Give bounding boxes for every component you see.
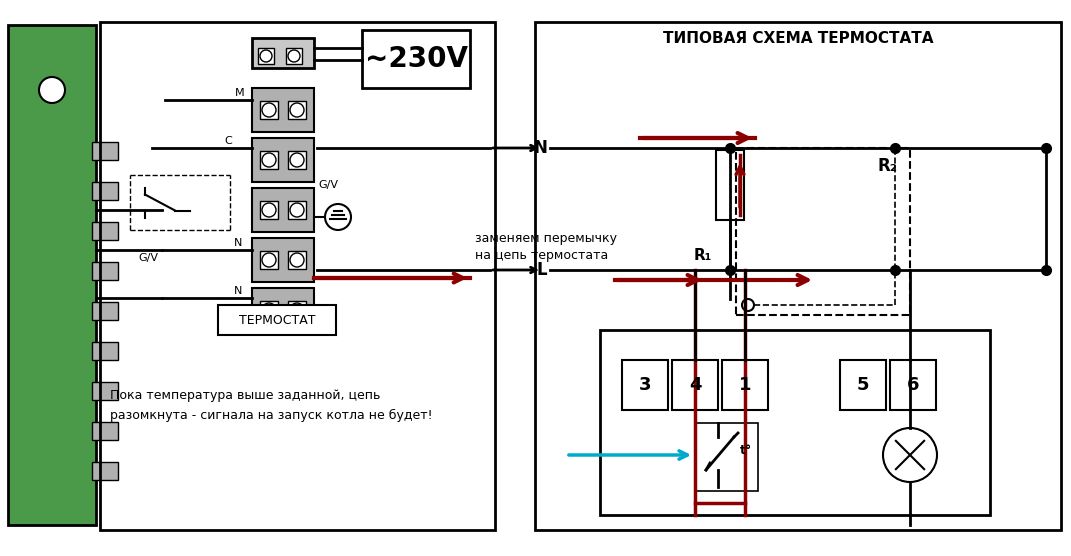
Text: на цепь термостата: на цепь термостата: [476, 249, 608, 261]
Ellipse shape: [288, 50, 300, 62]
Bar: [716, 150, 744, 220]
Text: R₂: R₂: [878, 157, 897, 175]
Circle shape: [39, 77, 65, 103]
Text: N: N: [533, 139, 547, 157]
Circle shape: [325, 204, 351, 230]
Bar: [622, 360, 668, 410]
Circle shape: [742, 299, 754, 311]
Text: ~230V: ~230V: [364, 45, 468, 73]
Ellipse shape: [262, 103, 276, 117]
Text: ТИПОВАЯ СХЕМА ТЕРМОСТАТА: ТИПОВАЯ СХЕМА ТЕРМОСТАТА: [663, 31, 933, 46]
Text: G/V: G/V: [318, 180, 338, 190]
Bar: [92, 302, 118, 320]
Ellipse shape: [290, 303, 304, 317]
Bar: [736, 148, 910, 315]
Ellipse shape: [260, 50, 272, 62]
Bar: [288, 201, 306, 219]
Bar: [252, 138, 314, 182]
Text: C: C: [224, 136, 232, 146]
Text: t°: t°: [740, 444, 752, 456]
Bar: [288, 301, 306, 319]
Bar: [258, 48, 274, 64]
Ellipse shape: [262, 203, 276, 217]
Text: N: N: [233, 238, 242, 248]
Bar: [100, 22, 495, 530]
Bar: [840, 360, 886, 410]
Text: ТЕРМОСТАТ: ТЕРМОСТАТ: [239, 314, 315, 326]
Text: разомкнута - сигнала на запуск котла не будет!: разомкнута - сигнала на запуск котла не …: [110, 409, 433, 421]
Ellipse shape: [262, 153, 276, 167]
Bar: [288, 251, 306, 269]
Bar: [890, 360, 936, 410]
Bar: [252, 238, 314, 282]
Bar: [7, 25, 96, 525]
Bar: [288, 101, 306, 119]
Text: M: M: [236, 88, 245, 98]
Circle shape: [883, 428, 937, 482]
Ellipse shape: [290, 153, 304, 167]
Text: 5: 5: [857, 376, 870, 394]
Bar: [260, 101, 278, 119]
Bar: [92, 342, 118, 360]
Text: 1: 1: [739, 376, 751, 394]
Text: 3: 3: [638, 376, 651, 394]
Bar: [600, 330, 990, 515]
Bar: [286, 48, 302, 64]
Text: G/V: G/V: [138, 253, 159, 263]
Bar: [218, 305, 336, 335]
Bar: [92, 382, 118, 400]
Bar: [252, 38, 314, 68]
Bar: [696, 423, 758, 491]
Bar: [536, 22, 1061, 530]
Ellipse shape: [262, 303, 276, 317]
Bar: [92, 422, 118, 440]
Text: заменяем перемычку: заменяем перемычку: [476, 231, 617, 245]
Bar: [260, 151, 278, 169]
Bar: [260, 301, 278, 319]
Ellipse shape: [290, 203, 304, 217]
Bar: [722, 360, 768, 410]
Bar: [252, 188, 314, 232]
Ellipse shape: [262, 253, 276, 267]
Text: R₁: R₁: [694, 247, 712, 262]
Bar: [92, 142, 118, 160]
Bar: [260, 251, 278, 269]
Bar: [672, 360, 718, 410]
Bar: [288, 151, 306, 169]
Text: Пока температура выше заданной, цепь: Пока температура выше заданной, цепь: [110, 389, 380, 401]
Bar: [92, 262, 118, 280]
Text: L: L: [537, 261, 547, 279]
Bar: [362, 30, 470, 88]
Bar: [260, 201, 278, 219]
Ellipse shape: [290, 103, 304, 117]
Ellipse shape: [290, 253, 304, 267]
Text: 4: 4: [689, 376, 702, 394]
Bar: [252, 288, 314, 332]
Text: 6: 6: [907, 376, 919, 394]
Bar: [92, 462, 118, 480]
Bar: [252, 88, 314, 132]
Text: N: N: [233, 286, 242, 296]
Bar: [92, 222, 118, 240]
Bar: [92, 182, 118, 200]
